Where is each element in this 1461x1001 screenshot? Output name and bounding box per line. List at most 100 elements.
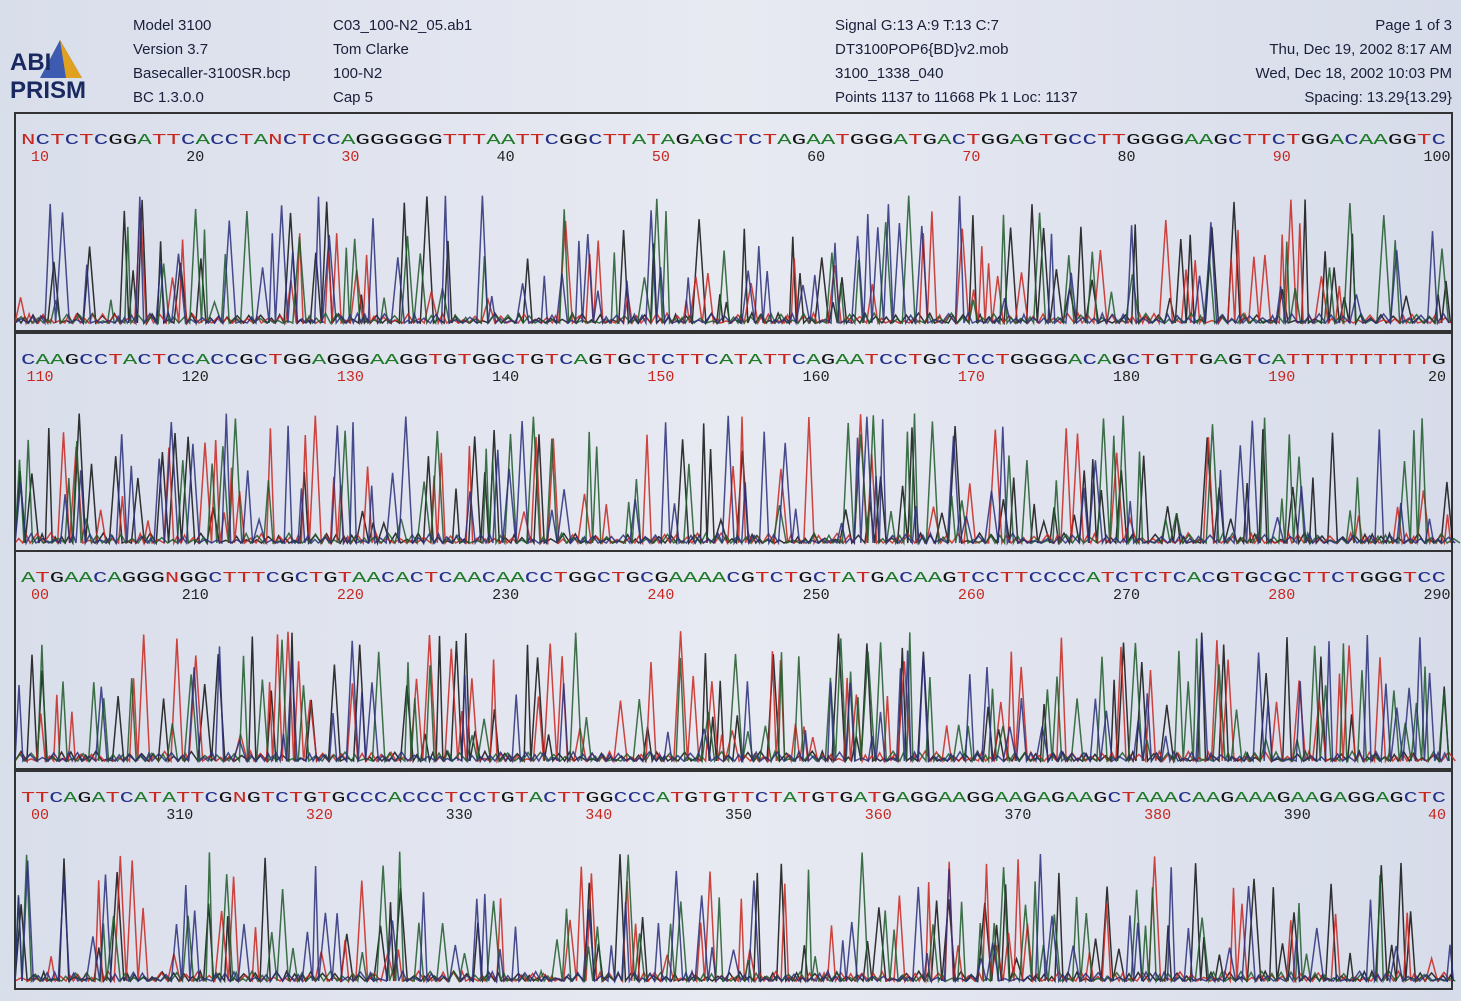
base-letter: C (94, 132, 109, 149)
base-letter: A (777, 132, 792, 149)
base-letter: A (21, 570, 35, 587)
position-label: 250 (803, 587, 830, 604)
position-label: 10 (31, 149, 49, 166)
base-letter: A (352, 570, 366, 587)
base-letter: C (266, 570, 280, 587)
base-letter: G (151, 570, 165, 587)
base-letter: G (617, 352, 632, 369)
base-letter: C (137, 352, 152, 369)
base-letter: T (611, 570, 625, 587)
base-letter: A (195, 352, 210, 369)
base-letter: G (1228, 352, 1243, 369)
base-letter: T (957, 570, 971, 587)
base-letter: G (1361, 790, 1375, 807)
base-letter: T (297, 132, 312, 149)
base-letter: T (1158, 570, 1172, 587)
base-letter: C (1068, 132, 1083, 149)
base-letter: T (908, 352, 923, 369)
base-letter: G (501, 790, 515, 807)
header-field: Signal G:13 A:9 T:13 C:7 (835, 17, 999, 34)
base-letter: T (443, 132, 458, 149)
base-letter: T (1359, 352, 1374, 369)
base-letter: G (1023, 790, 1037, 807)
position-label: 280 (1268, 587, 1295, 604)
trace (14, 853, 1455, 984)
base-letter: N (233, 790, 247, 807)
base-letter: A (501, 132, 516, 149)
base-letter: T (424, 570, 438, 587)
base-letter: T (835, 132, 850, 149)
base-letter: A (850, 352, 865, 369)
base-letter: G (923, 132, 938, 149)
base-letter: T (1257, 132, 1272, 149)
base-letter: T (108, 352, 123, 369)
base-letter: G (1301, 132, 1316, 149)
base-letter: T (763, 352, 778, 369)
base-letter: T (603, 352, 618, 369)
base-letter: T (908, 132, 923, 149)
header-field: Points 1137 to 11668 Pk 1 Loc: 1137 (835, 89, 1078, 106)
base-letter: G (966, 790, 980, 807)
base-letter: C (1029, 570, 1043, 587)
base-letter: A (1375, 790, 1389, 807)
base-letter: T (734, 132, 749, 149)
base-letter: T (1286, 352, 1301, 369)
trace (14, 413, 1456, 546)
base-letter: G (414, 352, 429, 369)
base-letter: G (1402, 132, 1417, 149)
base-letter: C (632, 352, 647, 369)
base-letter: A (1291, 790, 1305, 807)
base-letter: G (280, 570, 294, 587)
base-letter: C (755, 790, 769, 807)
position-label: 40 (1428, 807, 1446, 824)
base-letter: G (942, 570, 956, 587)
position-label: 220 (337, 587, 364, 604)
position-label: 00 (31, 587, 49, 604)
base-letter: A (669, 570, 683, 587)
base-letter: C (1228, 132, 1243, 149)
base-letter: G (355, 352, 370, 369)
base-letter: T (995, 352, 1010, 369)
base-letter: T (289, 790, 303, 807)
base-letter: A (690, 132, 705, 149)
base-letter: C (1404, 790, 1418, 807)
base-letter: A (1010, 132, 1025, 149)
base-letter: G (50, 570, 64, 587)
base-letter: A (1359, 132, 1374, 149)
base-letter: C (813, 570, 827, 587)
base-letter: G (1213, 132, 1228, 149)
base-letter: G (712, 790, 726, 807)
logo-triangle-side (60, 40, 82, 78)
base-letter: T (690, 352, 705, 369)
base-letter: C (381, 570, 395, 587)
base-letter: T (726, 790, 740, 807)
base-letter: G (122, 570, 136, 587)
base-letter: C (360, 790, 374, 807)
base-letter: T (864, 352, 879, 369)
base-letter: C (719, 132, 734, 149)
position-label: 150 (647, 369, 674, 386)
base-letter: C (893, 352, 908, 369)
base-letter: G (981, 132, 996, 149)
base-letter: A (928, 570, 942, 587)
base-letter: A (134, 790, 148, 807)
base-letter: A (312, 352, 327, 369)
position-label: 290 (1423, 587, 1450, 604)
position-label: 40 (497, 149, 515, 166)
base-letter: A (123, 352, 138, 369)
base-letter: C (966, 352, 981, 369)
header-field: 3100_1338_040 (835, 65, 943, 82)
base-letter: G (323, 570, 337, 587)
position-label: 70 (962, 149, 980, 166)
base-letter: A (1263, 790, 1277, 807)
base-letter: C (1126, 352, 1141, 369)
base-letter: C (36, 132, 51, 149)
position-label: 260 (958, 587, 985, 604)
base-letter: C (430, 790, 444, 807)
base-letter: G (626, 570, 640, 587)
base-letter: A (137, 132, 152, 149)
base-letter: A (574, 352, 589, 369)
panel-frame (14, 770, 1453, 990)
